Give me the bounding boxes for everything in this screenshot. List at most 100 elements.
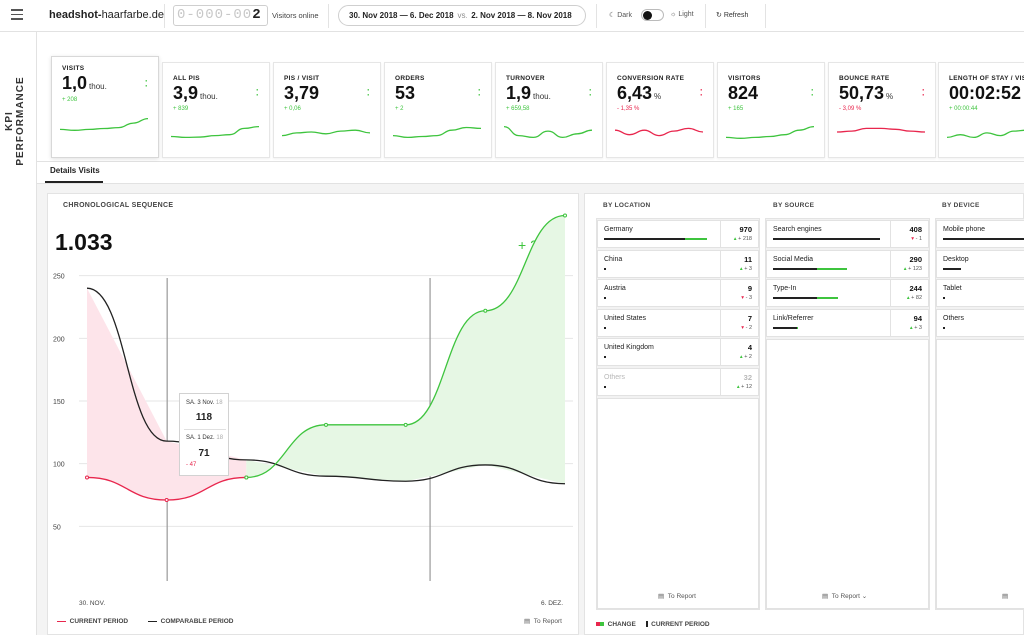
kpi-options-icon[interactable]: · · xyxy=(145,76,148,91)
y-tick-label: 50 xyxy=(53,524,61,531)
arrow-down-icon: ▾ xyxy=(911,236,915,242)
item-change: ▴ + 12 xyxy=(736,383,752,390)
item-name: Type-In xyxy=(773,285,797,292)
kpi-change: + 00:00:44 xyxy=(949,106,978,112)
kpi-change: - 3,09 % xyxy=(839,106,862,112)
kpi-change: + 165 xyxy=(728,106,744,112)
list-item[interactable]: Germany 970 ▴ + 218 xyxy=(597,220,759,248)
item-value: 32 xyxy=(743,372,752,382)
kpi-options-icon[interactable]: · · xyxy=(700,85,703,100)
divider xyxy=(164,4,165,28)
kpi-value: 1,9 thou. xyxy=(506,83,551,103)
item-name: Germany xyxy=(604,226,633,233)
visitors-online-counter: 0-000-002 xyxy=(173,5,268,26)
column-divider xyxy=(720,280,721,306)
data-point[interactable] xyxy=(403,422,408,427)
kpi-card-all-pis[interactable]: ALL PIS 3,9 thou. + 839 · · xyxy=(162,62,270,158)
kpi-card-length-of-stay-visit[interactable]: LENGTH OF STAY / VISIT 00:02:52 + 00:00:… xyxy=(938,62,1024,158)
list-item[interactable]: Others xyxy=(936,308,1024,337)
data-point[interactable] xyxy=(483,308,488,313)
list-item[interactable]: Social Media 290 ▴ + 123 xyxy=(766,249,929,278)
current-bar xyxy=(943,297,945,299)
kpi-card-bounce-rate[interactable]: BOUNCE RATE 50,73% - 3,09 % · · xyxy=(828,62,936,158)
to-report-link[interactable]: ▤ To Report xyxy=(524,618,562,625)
list-item[interactable]: Link/Referrer 94 ▴ + 3 xyxy=(766,308,929,337)
data-point[interactable] xyxy=(85,475,89,480)
kpi-sparkline xyxy=(504,125,592,139)
current-bar xyxy=(604,385,607,388)
data-point[interactable] xyxy=(324,422,328,427)
kpi-card-visitors[interactable]: VISITORS 824 + 165 · · xyxy=(717,62,825,158)
source-to-report[interactable]: ▤ To Report ⌄ xyxy=(822,593,868,600)
list-item[interactable]: Others 32 ▴ + 12 xyxy=(597,367,759,396)
kpi-card-pis-visit[interactable]: PIS / VISIT 3,79 + 0,06 · · xyxy=(273,62,381,158)
current-bar xyxy=(604,238,685,240)
theme-toggle[interactable] xyxy=(641,9,664,21)
current-bar xyxy=(604,297,606,299)
list-footer xyxy=(597,398,759,609)
menu-icon[interactable] xyxy=(11,9,23,21)
arrow-up-icon: ▴ xyxy=(906,295,910,301)
item-change: ▴ + 218 xyxy=(733,236,752,242)
current-bar xyxy=(773,297,817,299)
by-location-title: BY LOCATION xyxy=(603,202,651,209)
kpi-card-turnover[interactable]: TURNOVER 1,9 thou. + 659,58 · · xyxy=(495,62,603,158)
item-name: Social Media xyxy=(773,255,814,263)
chronological-line-chart: 50 100 150 200 250 30. NOV. 6. DEZ. xyxy=(53,213,573,607)
by-source-title: BY SOURCE xyxy=(773,202,815,209)
list-item[interactable]: China 11 ▴ + 3 xyxy=(597,249,759,278)
refresh-button[interactable]: ↻ Refresh xyxy=(716,12,749,19)
list-item[interactable]: Tablet xyxy=(936,279,1024,307)
kpi-card-orders[interactable]: ORDERS 53 + 2 · · xyxy=(384,62,492,158)
date-range-picker[interactable]: 30. Nov 2018 — 6. Dec 2018 VS. 2. Nov 2018… xyxy=(338,5,586,26)
item-value: 11 xyxy=(744,254,752,264)
kpi-label: VISITORS xyxy=(728,75,761,82)
kpi-options-icon[interactable]: · · xyxy=(589,85,592,100)
item-value: 7 xyxy=(747,313,752,323)
device-report-icon[interactable]: ▤ xyxy=(1002,593,1009,600)
kpi-options-icon[interactable]: · · xyxy=(367,85,370,100)
list-item[interactable]: United Kingdom 4 ▴ + 2 xyxy=(597,338,759,366)
light-mode-label[interactable]: ☼ Light xyxy=(670,11,694,18)
sidebar-title: KPI PERFORMANCE xyxy=(4,76,26,166)
report-icon: ▤ xyxy=(658,593,665,600)
kpi-options-icon[interactable]: · · xyxy=(811,85,814,100)
tab-bar xyxy=(37,162,1024,184)
arrow-up-icon: ▴ xyxy=(739,265,743,272)
sun-icon: ☼ xyxy=(670,11,677,18)
tab-details-visits[interactable]: Details Visits xyxy=(50,166,100,175)
list-item[interactable]: Search engines 408 ▾ - 1 xyxy=(766,220,929,248)
current-bar xyxy=(773,267,817,270)
item-value: 9 xyxy=(747,284,752,293)
kpi-card-conversion-rate[interactable]: CONVERSION RATE 6,43% - 1,35 % · · xyxy=(606,62,714,158)
data-point[interactable] xyxy=(164,498,169,503)
data-point[interactable] xyxy=(244,475,249,480)
column-divider xyxy=(720,368,721,395)
list-item[interactable]: United States 7 ▾ - 2 xyxy=(597,308,759,337)
dark-mode-label[interactable]: ☾ Dark xyxy=(609,12,633,19)
kpi-value: 53 xyxy=(395,83,416,103)
item-value: 290 xyxy=(909,254,922,264)
divider xyxy=(765,4,766,28)
data-point[interactable] xyxy=(563,213,567,218)
kpi-options-icon[interactable]: · · xyxy=(922,85,925,100)
list-item[interactable]: Desktop xyxy=(936,249,1024,278)
kpi-label: PIS / VISIT xyxy=(284,75,320,82)
active-tab-indicator xyxy=(45,181,103,183)
kpi-change: + 659,58 xyxy=(506,106,530,112)
chevron-down-icon: ⌄ xyxy=(861,593,868,600)
kpi-options-icon[interactable]: · · xyxy=(256,85,259,100)
divider xyxy=(596,4,597,28)
current-bar xyxy=(773,326,797,329)
list-item[interactable]: Austria 9 ▾ - 3 xyxy=(597,279,759,307)
source-list: Search engines 408 ▾ - 1 Social Media 290… xyxy=(765,218,930,610)
list-item[interactable]: Type-In 244 ▴ + 82 xyxy=(766,279,929,307)
location-to-report[interactable]: ▤ To Report xyxy=(658,593,696,600)
list-footer xyxy=(766,339,929,609)
kpi-card-visits[interactable]: VISITS 1,0 thou. + 208 · · xyxy=(51,56,159,158)
kpi-change: + 0,06 xyxy=(284,106,301,112)
list-item[interactable]: Mobile phone xyxy=(936,220,1024,248)
site-name[interactable]: headshot-haarfarbe.de xyxy=(49,9,164,21)
item-name: Link/Referrer xyxy=(773,314,814,322)
kpi-options-icon[interactable]: · · xyxy=(478,85,481,100)
